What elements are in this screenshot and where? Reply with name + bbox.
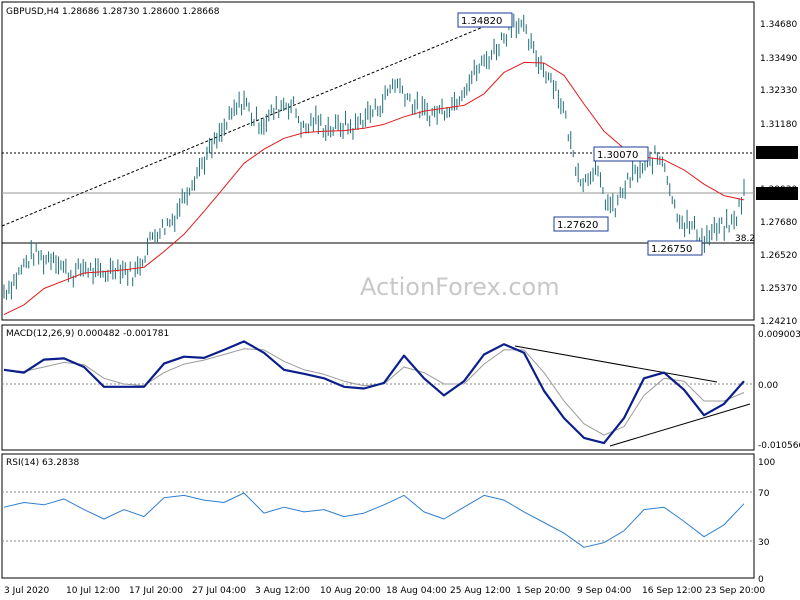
annotation-level: 1.30070 — [593, 146, 649, 162]
time-tick: 1 Sep 20:00 — [516, 586, 571, 596]
price-tick: 1.27680 — [760, 218, 797, 228]
svg-text:1.34820: 1.34820 — [461, 16, 502, 27]
macd-panel — [1, 324, 755, 451]
svg-text:1.27620: 1.27620 — [557, 220, 598, 231]
price-title: GBPUSD,H4 1.28686 1.28730 1.28600 1.2866… — [6, 7, 220, 17]
watermark: ActionForex.com — [360, 273, 560, 301]
macd-lower-trend-line — [609, 403, 751, 447]
rsi-line — [3, 492, 745, 548]
rsi-panel — [1, 453, 755, 579]
svg-text:1.30070: 1.30070 — [597, 150, 638, 161]
moving-average — [3, 61, 745, 316]
level-price-box: 1.30070 — [756, 146, 798, 159]
current-price-box: 1.28668 — [756, 187, 798, 200]
macd-line — [3, 340, 745, 445]
price-tick: 1.33490 — [760, 54, 797, 64]
annotation-low1: 1.27620 — [553, 216, 609, 232]
svg-text:1.26750: 1.26750 — [651, 244, 692, 255]
rsi-lines — [3, 492, 745, 548]
macd-axis: 0.009003 0.00 -0.010566 — [758, 330, 800, 451]
fib-label: 38.2 — [735, 234, 755, 244]
time-axis: 3 Jul 2020 10 Jul 12:00 17 Jul 20:00 27 … — [4, 586, 765, 596]
time-tick: 25 Aug 12:00 — [450, 586, 511, 596]
price-bars — [3, 13, 745, 300]
price-tick: 1.24210 — [760, 317, 797, 327]
macd-tick: -0.010566 — [758, 441, 800, 451]
price-panel — [1, 1, 755, 321]
macd-title: MACD(12,26,9) 0.000482 -0.001781 — [6, 329, 169, 339]
price-tick: 1.31180 — [760, 120, 797, 130]
time-tick: 10 Aug 20:00 — [320, 586, 381, 596]
time-tick: 23 Sep 20:00 — [705, 586, 765, 596]
rsi-tick: 100 — [758, 458, 775, 468]
time-tick: 16 Sep 12:00 — [642, 586, 702, 596]
rsi-tick: 0 — [758, 575, 764, 585]
time-tick: 17 Jul 20:00 — [129, 586, 183, 596]
svg-text:1.28668: 1.28668 — [759, 190, 796, 200]
annotation-high: 1.34820 — [457, 12, 513, 28]
time-tick: 3 Aug 12:00 — [255, 586, 310, 596]
annotation-low2: 1.26750 — [647, 240, 703, 256]
macd-lines — [3, 340, 745, 445]
time-tick: 18 Aug 04:00 — [386, 586, 447, 596]
price-tick: 1.34680 — [760, 20, 797, 30]
macd-upper-trend-line — [514, 345, 718, 383]
rsi-tick: 70 — [758, 489, 770, 499]
rsi-tick: 30 — [758, 538, 770, 548]
time-tick: 3 Jul 2020 — [4, 586, 49, 596]
macd-tick: 0.00 — [758, 381, 778, 391]
svg-text:1.30070: 1.30070 — [759, 149, 796, 159]
rsi-axis: 100 70 30 0 — [758, 458, 775, 585]
price-tick: 1.32330 — [760, 86, 797, 96]
rsi-title: RSI(14) 63.2838 — [6, 458, 79, 468]
time-tick: 10 Jul 12:00 — [66, 586, 120, 596]
price-tick: 1.26520 — [760, 251, 797, 261]
ma-line — [3, 61, 745, 316]
price-tick: 1.25370 — [760, 284, 797, 294]
macd-tick: 0.009003 — [758, 330, 800, 340]
time-tick: 9 Sep 04:00 — [577, 586, 632, 596]
time-tick: 27 Jul 04:00 — [192, 586, 246, 596]
